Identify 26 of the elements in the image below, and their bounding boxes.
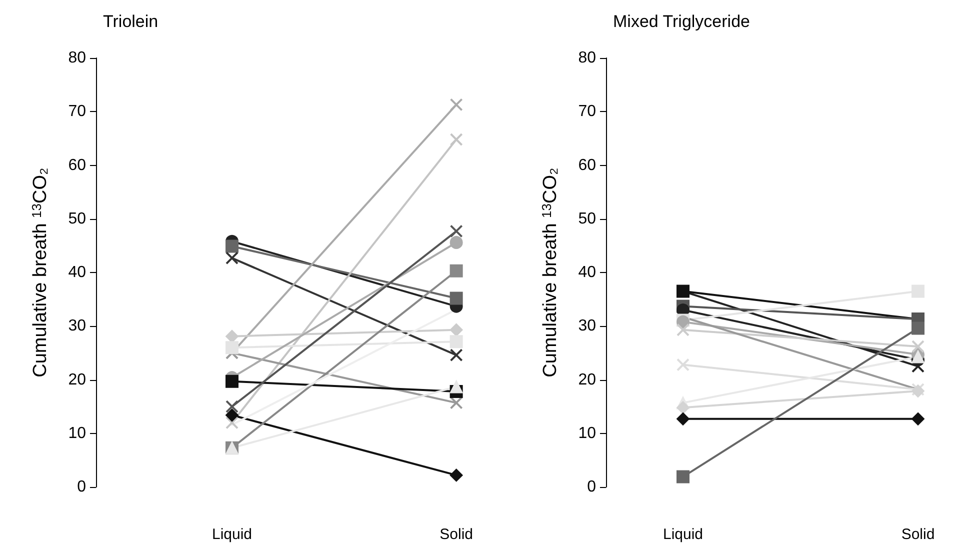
x-tick-label: Solid <box>901 526 935 543</box>
y-tick-label: 50 <box>578 210 596 228</box>
y-tick-label: 0 <box>587 478 596 496</box>
y-tick-label: 70 <box>68 103 86 120</box>
chart-title: Mixed Triglyceride <box>613 12 750 31</box>
x-tick-label: Liquid <box>212 526 252 543</box>
y-tick-label: 40 <box>68 264 86 281</box>
chart-title: Triolein <box>103 12 158 31</box>
y-tick-label: 80 <box>578 50 596 66</box>
y-tick-label: 30 <box>578 318 596 335</box>
y-tick-label: 30 <box>68 318 86 335</box>
y-axis-title: Cumulative breath 13CO₂ <box>539 168 561 378</box>
y-tick-label: 20 <box>68 371 86 388</box>
y-tick-label: 50 <box>68 210 86 228</box>
y-tick-label: 80 <box>68 50 86 66</box>
y-tick-label: 60 <box>68 156 86 174</box>
x-tick-label: Liquid <box>662 526 704 543</box>
y-tick-label: 10 <box>578 424 596 442</box>
y-tick-label: 40 <box>578 264 596 281</box>
y-tick-label: 70 <box>578 103 596 120</box>
y-axis-title: Cumulative breath 13CO₂ <box>29 168 51 378</box>
y-tick-label: 60 <box>578 156 596 174</box>
y-tick-label: 0 <box>77 478 86 496</box>
x-tick-label: Solid <box>440 526 474 543</box>
y-tick-label: 20 <box>578 371 596 388</box>
y-tick-label: 10 <box>68 424 86 442</box>
